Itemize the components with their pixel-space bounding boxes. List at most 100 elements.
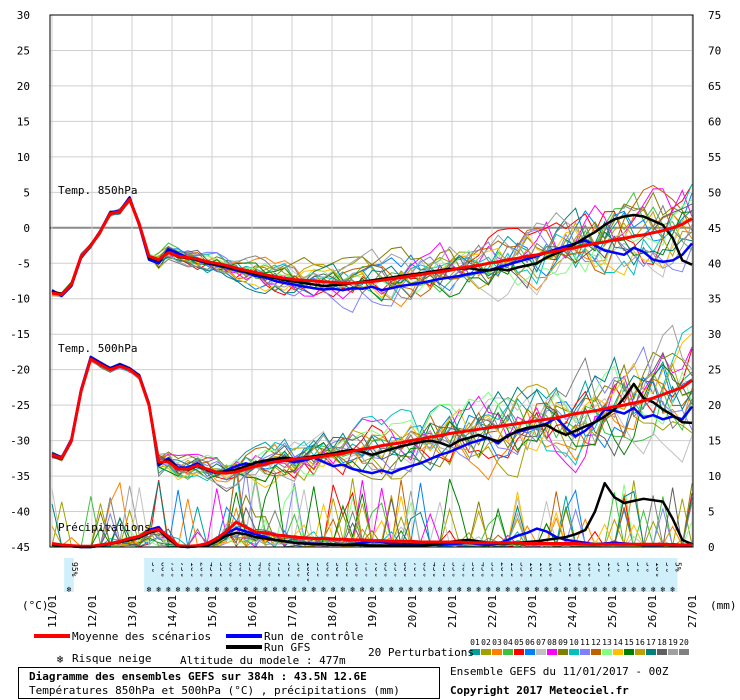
perturbation-20-t850	[52, 200, 693, 300]
y-right-tick: 25	[708, 364, 721, 377]
perturbation-swatch-11	[580, 649, 590, 655]
perturbation-swatch-14	[613, 649, 623, 655]
snowflake-icon: ❄	[195, 585, 200, 594]
perturbation-number: 10	[569, 638, 579, 647]
perturbation-04-t850	[51, 191, 693, 297]
snowflake-icon: ❄	[399, 585, 404, 594]
perturbation-number: 19	[668, 638, 678, 647]
snow-cell-b2	[163, 558, 174, 592]
perturbation-swatch-10	[569, 649, 579, 655]
perturbation-number: 13	[602, 638, 612, 647]
perturbation-swatch-01	[470, 649, 480, 655]
x-tick-label: 27/01	[686, 595, 699, 628]
y-left-tick: -5	[17, 257, 30, 270]
snowflake-icon: ❄	[467, 585, 472, 594]
y-right-tick: 35	[708, 293, 721, 306]
snow-cell-a0	[64, 558, 74, 592]
snow-pct: 95%	[70, 562, 79, 577]
snow-cell-b11	[250, 558, 261, 592]
series-t850-moyenne-des-sc-narios	[51, 197, 693, 296]
snowflake-icon: ❄	[253, 585, 258, 594]
snow-cell-b3	[173, 558, 183, 592]
snow-cell-b10	[241, 558, 251, 592]
perturbation-number: 05	[514, 638, 524, 647]
title-box: Diagramme des ensembles GEFS sur 384h : …	[18, 667, 440, 699]
snowflake-icon: ❄	[244, 585, 249, 594]
snowflake-icon: ❄	[661, 585, 666, 594]
snow-cell-b46	[590, 558, 600, 592]
x-tick-label: 23/01	[526, 595, 539, 628]
perturbation-swatch-03	[492, 649, 502, 655]
snow-cell-b13	[270, 558, 280, 592]
perturbation-number: 03	[492, 638, 502, 647]
snowflake-icon: ❄	[273, 585, 278, 594]
snowflake-icon: ❄	[631, 585, 636, 594]
snowflake-icon: ❄	[205, 585, 210, 594]
snow-cell-b21	[347, 558, 358, 592]
perturbation-20-t500	[51, 356, 693, 478]
snowflake-icon: ❄	[457, 585, 462, 594]
snowflake-icon: ❄	[292, 585, 297, 594]
snow-cell-b28	[415, 558, 426, 592]
snow-cell-b54	[667, 558, 678, 592]
snow-cell-b44	[570, 558, 581, 592]
perturbation-swatch-19	[668, 649, 678, 655]
legend-mean-label: Moyenne des scénarios	[72, 630, 212, 643]
main-series	[51, 196, 693, 549]
y-left-tick: -45	[10, 541, 30, 554]
copyright: Copyright 2017 Meteociel.fr	[450, 684, 629, 697]
snow-cell-b53	[658, 558, 668, 592]
snow-cell-b23	[367, 558, 377, 592]
snowflake-icon: ❄	[360, 585, 365, 594]
perturbation-number: 04	[503, 638, 513, 647]
perturbation-number: 08	[547, 638, 557, 647]
snow-cell-b40	[532, 558, 542, 592]
y-right-tick: 30	[708, 328, 721, 341]
snow-risk-strip: 95%❄5%❄80%❄75%❄75%❄10%❄20%❄45%❄55%❄65%❄6…	[64, 558, 683, 594]
perturbation-swatch-06	[525, 649, 535, 655]
perturbation-swatch-17	[646, 649, 656, 655]
perturbation-15-t500	[51, 358, 693, 483]
snowflake-icon: ❄	[593, 585, 598, 594]
snowflake-icon: ❄	[370, 585, 375, 594]
section-label-precip: Précipitations	[58, 521, 151, 534]
snow-cell-b17	[309, 558, 319, 592]
y-right-tick: 5	[708, 506, 715, 519]
y-left-tick: -15	[10, 328, 30, 341]
snowflake-icon: ❄	[282, 585, 287, 594]
x-tick-label: 16/01	[246, 595, 259, 628]
snow-cell-b7	[212, 558, 222, 592]
perturbation-swatch-13	[602, 649, 612, 655]
perturbation-number: 14	[613, 638, 623, 647]
snowflake-icon: ❄	[602, 585, 607, 594]
perturbation-number: 06	[525, 638, 535, 647]
y-right-tick: 60	[708, 115, 721, 128]
y-left-tick: 10	[17, 151, 30, 164]
perturbation-swatch-09	[558, 649, 568, 655]
y-right-tick: 50	[708, 186, 721, 199]
series-t500-run-de-contr-le	[51, 355, 693, 475]
section-label-t850: Temp. 850hPa	[58, 184, 137, 197]
legend-snow-risk-label: Risque neige	[72, 652, 152, 665]
snowflake-icon: ❄	[651, 585, 656, 594]
snowflake-icon: ❄	[525, 585, 530, 594]
snowflake-icon: ❄	[176, 585, 181, 594]
x-tick-label: 25/01	[606, 595, 619, 628]
x-tick-label: 14/01	[166, 595, 179, 628]
perturbation-number: 15	[624, 638, 634, 647]
y-right-tick: 75	[708, 9, 721, 22]
snow-cell-b29	[425, 558, 436, 592]
x-tick-label: 22/01	[486, 595, 499, 628]
perturbation-number: 07	[536, 638, 546, 647]
snowflake-icon: ❄	[428, 585, 433, 594]
snowflake-icon: ❄	[447, 585, 452, 594]
snowflake-icon: ❄	[515, 585, 520, 594]
snowflake-icon: ❄	[67, 585, 72, 594]
series-precip-moyenne-des-sc-narios	[51, 520, 692, 548]
perturbation-swatch-08	[547, 649, 557, 655]
snowflake-icon: ❄	[379, 585, 384, 594]
snowflake-icon: ❄	[622, 585, 627, 594]
snowflake-icon: ❄	[147, 585, 152, 594]
perturbation-number: 01	[470, 638, 480, 647]
snowflake-icon: ❄	[263, 585, 268, 594]
